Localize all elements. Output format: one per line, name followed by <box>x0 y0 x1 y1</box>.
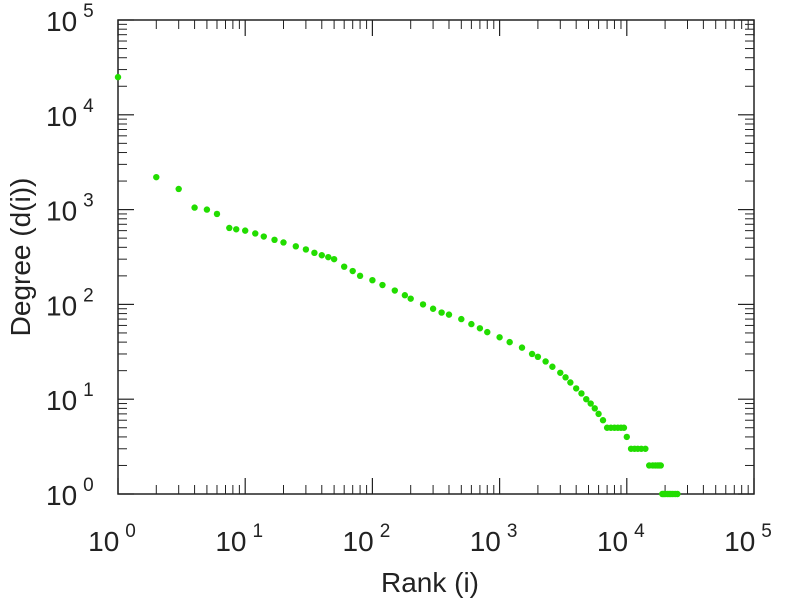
major-ticks <box>117 19 755 495</box>
data-point <box>591 405 598 412</box>
data-point <box>528 350 536 358</box>
data-point <box>458 315 465 323</box>
x-tick-label: 10 2 <box>343 521 391 557</box>
data-point <box>419 301 427 308</box>
x-tick-label: 10 3 <box>470 521 518 557</box>
data-point <box>674 490 681 498</box>
data-point <box>407 295 414 302</box>
y-tick-label: 10 2 <box>46 285 94 321</box>
data-point <box>340 263 348 270</box>
data-point <box>518 344 526 351</box>
data-point <box>562 374 569 381</box>
data-point <box>438 309 445 316</box>
data-point <box>213 210 221 218</box>
data-point <box>595 410 602 418</box>
data-point <box>379 281 386 289</box>
data-point <box>191 204 198 211</box>
x-tick-label: 10 0 <box>88 521 136 557</box>
data-point <box>506 338 513 346</box>
data-point <box>203 206 211 213</box>
data-point <box>445 311 453 318</box>
data-point <box>476 325 484 332</box>
data-point <box>496 334 503 341</box>
data-point <box>356 272 364 280</box>
data-point <box>252 230 259 237</box>
x-tick-label: 10 4 <box>597 521 645 557</box>
data-point <box>233 226 240 233</box>
data-point <box>271 236 278 244</box>
data-point <box>484 328 491 336</box>
data-point <box>549 363 556 370</box>
data-point <box>567 379 574 386</box>
data-point <box>260 233 267 240</box>
data-point <box>587 400 594 407</box>
data-point <box>429 305 437 312</box>
data-point <box>642 445 649 452</box>
data-point <box>583 396 590 403</box>
data-point <box>468 320 475 328</box>
data-point <box>153 173 160 181</box>
x-tick-label: 10 5 <box>724 521 772 557</box>
data-point <box>226 224 233 232</box>
data-point <box>318 252 325 259</box>
y-tick-label: 10 0 <box>46 475 94 511</box>
data-point <box>330 255 338 263</box>
x-axis-title: Rank (i) <box>381 567 479 598</box>
data-point <box>401 292 409 299</box>
data-point <box>534 353 542 361</box>
data-point <box>292 243 300 250</box>
data-point <box>657 462 664 469</box>
y-tick-label: 10 1 <box>46 380 94 416</box>
data-points <box>114 73 681 498</box>
data-point <box>578 390 585 397</box>
data-point <box>325 253 332 261</box>
data-point <box>620 424 628 431</box>
data-point <box>599 417 607 424</box>
data-point <box>391 287 398 294</box>
data-point <box>369 277 376 284</box>
data-point <box>349 267 356 275</box>
data-point <box>557 369 564 376</box>
y-tick-label: 10 4 <box>46 96 94 132</box>
data-point <box>572 385 580 392</box>
data-point <box>623 433 630 441</box>
minor-ticks <box>118 20 754 494</box>
data-point <box>114 73 122 81</box>
data-point <box>280 239 287 246</box>
y-tick-label: 10 3 <box>46 191 94 227</box>
plot-frame <box>117 19 755 495</box>
data-point <box>302 246 310 253</box>
data-point <box>542 358 549 365</box>
x-tick-labels: 10 0 10 1 10 2 10 3 10 4 10 5 <box>88 521 772 557</box>
x-tick-label: 10 1 <box>215 521 263 557</box>
data-point <box>242 227 249 234</box>
y-tick-label: 10 5 <box>46 1 94 37</box>
y-axis-title: Degree (d(i)) <box>5 178 36 337</box>
data-point <box>311 249 318 257</box>
data-point <box>175 185 182 193</box>
